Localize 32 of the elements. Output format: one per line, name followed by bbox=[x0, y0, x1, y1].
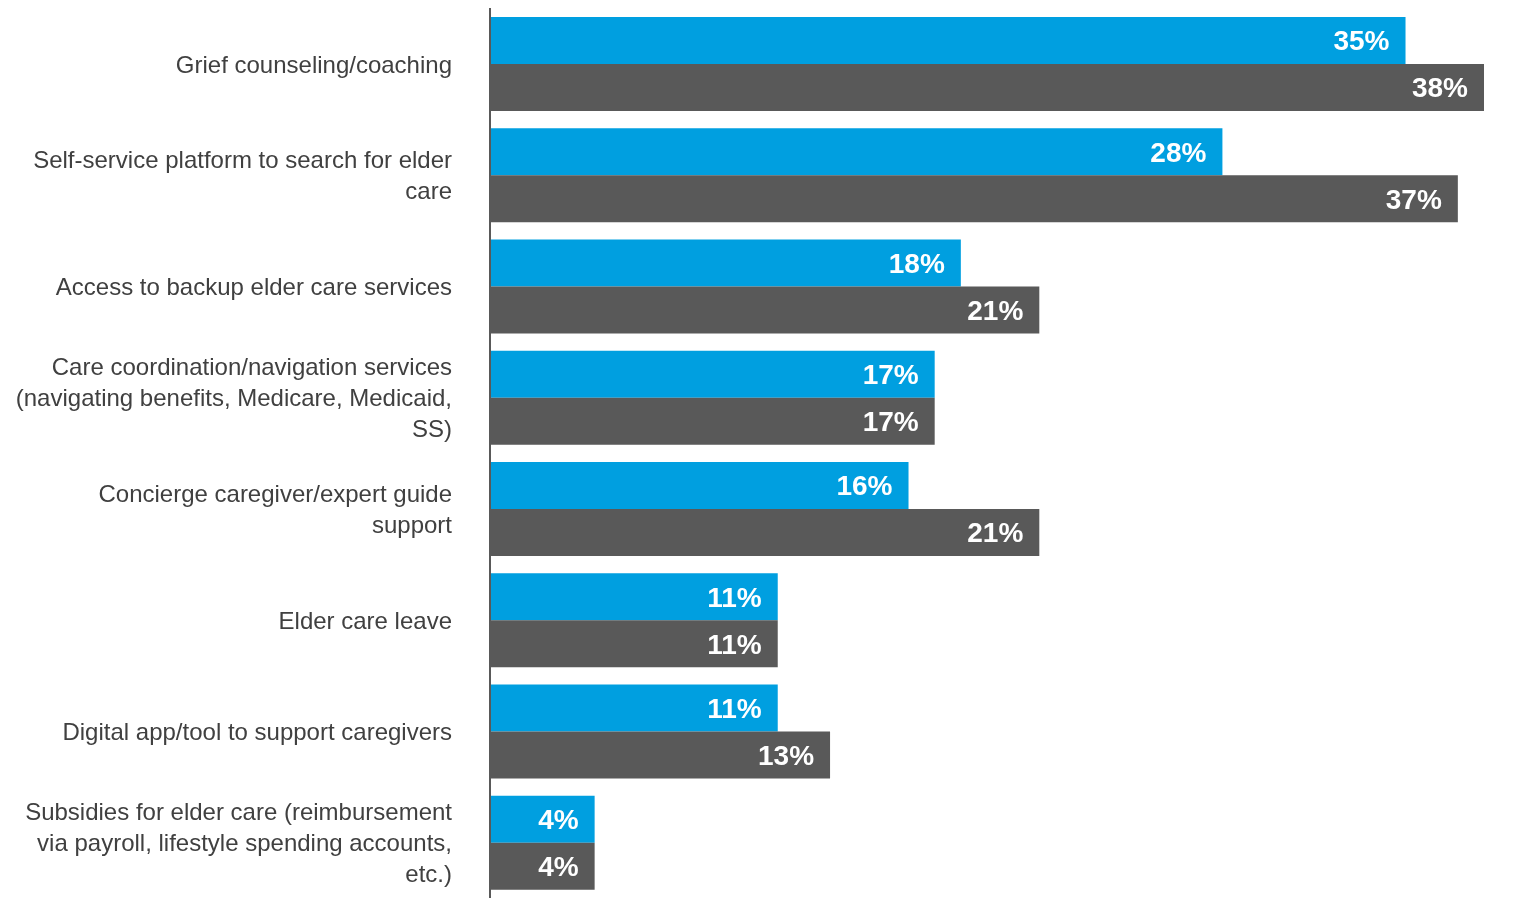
data-label: 4% bbox=[538, 804, 579, 836]
data-label: 38% bbox=[1411, 72, 1469, 104]
bar bbox=[490, 461, 909, 509]
bar bbox=[490, 573, 778, 621]
data-label: 17% bbox=[862, 359, 919, 391]
y-tick-label: Subsidies for elder care (reimbursement via payroll, lifestyle spending accounts, etc.) bbox=[25, 797, 453, 887]
data-label: 21% bbox=[967, 517, 1024, 549]
bar bbox=[490, 350, 935, 398]
data-label: 11% bbox=[707, 692, 762, 724]
data-label: 18% bbox=[888, 247, 945, 279]
data-label: 13% bbox=[758, 739, 815, 771]
y-tick-label: Self-service platform to search for elder care bbox=[33, 145, 453, 204]
data-label: 4% bbox=[538, 851, 579, 883]
y-tick-label: Elder care leave bbox=[278, 606, 452, 634]
data-label: 11% bbox=[707, 628, 762, 660]
data-label: 37% bbox=[1385, 183, 1442, 215]
bar bbox=[490, 239, 961, 287]
bar bbox=[490, 128, 1223, 176]
y-tick-label: Digital app/tool to support caregivers bbox=[62, 717, 452, 745]
data-label: 11% bbox=[707, 581, 762, 613]
data-label: 28% bbox=[1150, 136, 1207, 168]
data-label: 21% bbox=[967, 294, 1024, 326]
y-tick-label: Care coordination/navigation services (navigating benefits, Medicare, Medicaid, SS) bbox=[15, 352, 452, 442]
y-tick-label: Grief counseling/coaching bbox=[175, 50, 452, 78]
bar bbox=[490, 795, 595, 843]
bar bbox=[490, 684, 778, 732]
bar bbox=[490, 16, 1406, 64]
data-label: 35% bbox=[1333, 25, 1390, 57]
y-tick-label: Concierge caregiver/expert guide support bbox=[98, 479, 453, 538]
y-tick-label: Access to backup elder care services bbox=[55, 272, 452, 300]
data-label: 17% bbox=[862, 406, 919, 438]
data-label: 16% bbox=[836, 470, 893, 502]
